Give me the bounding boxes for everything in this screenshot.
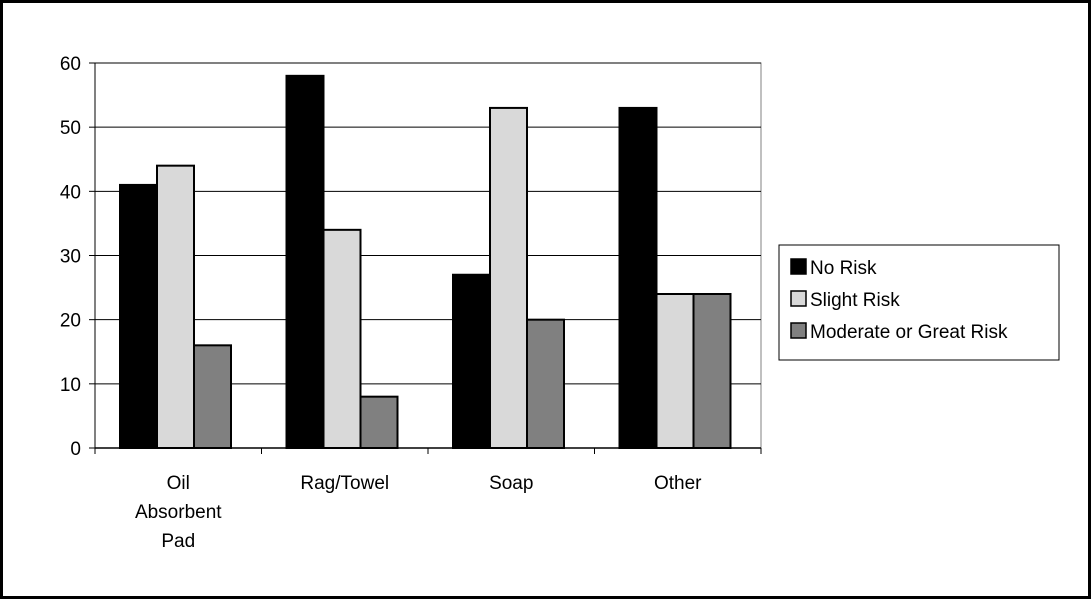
x-tick-label: Absorbent bbox=[135, 502, 222, 523]
legend-label: No Risk bbox=[810, 258, 877, 279]
axes: 0 10 20 30 40 50 60 Oil Absorbent Pad Rag/Towel Soa… bbox=[60, 54, 762, 552]
bar-moderate-or-great-risk-2 bbox=[526, 318, 565, 449]
legend-swatch bbox=[790, 322, 807, 339]
x-tick-label: Oil bbox=[167, 473, 190, 494]
legend-label: Slight Risk bbox=[810, 290, 900, 311]
y-tick-label: 30 bbox=[60, 247, 81, 268]
x-tick-label: Soap bbox=[489, 473, 533, 494]
bars bbox=[119, 74, 732, 450]
bar-no-risk-2 bbox=[452, 273, 491, 449]
legend-swatch bbox=[790, 258, 807, 275]
bar-slight-risk-1 bbox=[322, 228, 362, 449]
y-tick-label: 60 bbox=[60, 54, 81, 75]
bar-no-risk-0 bbox=[119, 183, 158, 450]
y-tick-label: 40 bbox=[60, 182, 81, 203]
x-tick-label: Pad bbox=[161, 531, 195, 552]
bar-no-risk-1 bbox=[285, 74, 325, 449]
y-tick-label: 50 bbox=[60, 118, 81, 139]
bar-slight-risk-3 bbox=[655, 293, 695, 449]
legend-box bbox=[778, 244, 1060, 361]
y-tick-label: 0 bbox=[70, 439, 81, 460]
x-tick-label: Other bbox=[654, 473, 702, 494]
bar-moderate-or-great-risk-1 bbox=[359, 395, 399, 449]
legend-swatch bbox=[790, 290, 807, 307]
legend: No Risk Slight Risk Moderate or Great Risk bbox=[778, 244, 1060, 361]
legend-label: Moderate or Great Risk bbox=[810, 322, 1008, 343]
x-tick-label: Rag/Towel bbox=[300, 473, 389, 494]
bar-moderate-or-great-risk-3 bbox=[692, 293, 732, 449]
y-tick-label: 10 bbox=[60, 375, 81, 396]
bar-no-risk-3 bbox=[618, 106, 658, 450]
bar-moderate-or-great-risk-0 bbox=[193, 344, 232, 450]
y-tick-label: 20 bbox=[60, 311, 81, 332]
bar-slight-risk-0 bbox=[156, 164, 195, 450]
bar-slight-risk-2 bbox=[489, 106, 528, 450]
